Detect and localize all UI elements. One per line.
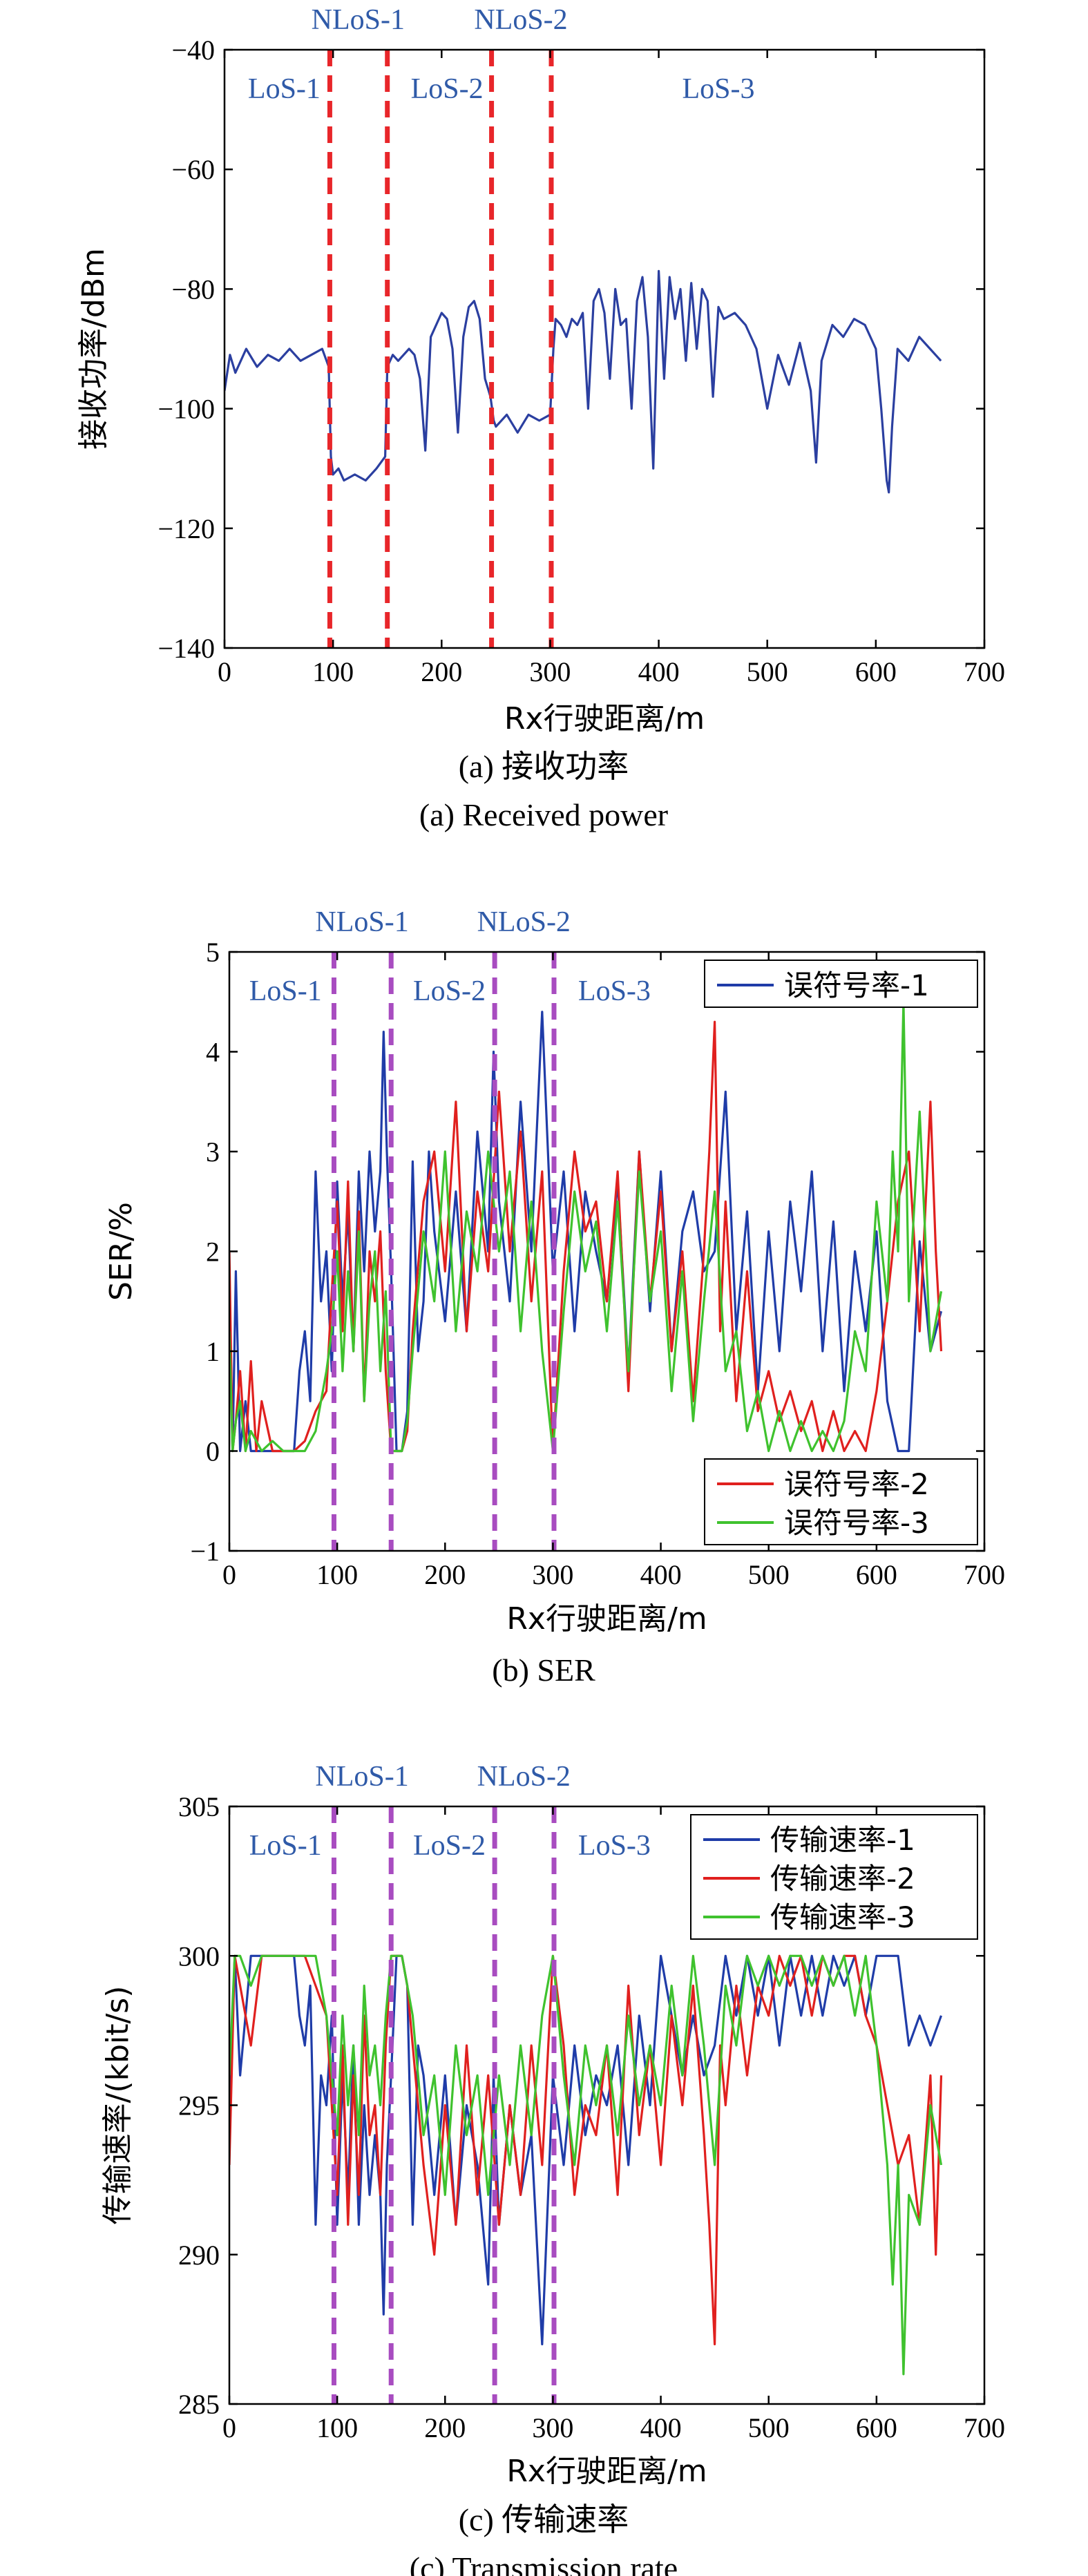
caption-en: (c) Transmission rate	[410, 2550, 678, 2576]
chart-transmission-rate: 0 100 200 300 400 500 600 700 305 300 295 290 285 Rx行…	[100, 1761, 1005, 2576]
x-tick-label: 700	[964, 656, 1005, 687]
y-tick-label: 305	[178, 1791, 220, 1822]
x-tick-label: 200	[424, 1559, 466, 1590]
x-tick-label: 0	[218, 656, 231, 687]
region-label: LoS-3	[683, 73, 755, 105]
region-label-top: NLoS-2	[474, 4, 567, 36]
y-tick-label: 290	[178, 2240, 220, 2271]
y-tick-label: −120	[158, 513, 215, 544]
plot-frame	[223, 48, 986, 649]
region-label-top: NLoS-1	[315, 1761, 408, 1793]
x-tick-label: 700	[964, 2412, 1005, 2443]
region-label-top: NLoS-1	[315, 906, 408, 938]
x-tick-label: 100	[316, 2412, 358, 2443]
region-label-top: NLoS-2	[477, 906, 571, 938]
series-line-1	[229, 1011, 943, 1453]
legend-entry: 传输速率-3	[770, 1900, 915, 1934]
legend-entry: 传输速率-1	[770, 1823, 915, 1857]
y-tick-label: 285	[178, 2389, 220, 2420]
x-tick-label: 500	[748, 2412, 790, 2443]
x-tick-label: 300	[532, 1559, 573, 1590]
legend-box	[704, 1458, 978, 1545]
y-tick-label: −40	[171, 35, 215, 66]
legend-entry: 误符号率-2	[784, 1467, 929, 1501]
region-label: LoS-2	[413, 1830, 486, 1862]
region-label: LoS-2	[413, 975, 486, 1007]
x-tick-label: 100	[312, 656, 354, 687]
x-tick-label: 0	[222, 1559, 236, 1590]
y-tick-label: 2	[206, 1237, 220, 1268]
legend-entry: 误符号率-1	[784, 969, 929, 1002]
x-tick-label: 600	[856, 1559, 897, 1590]
x-tick-label: 500	[747, 656, 788, 687]
x-tick-label: 600	[856, 2412, 897, 2443]
y-tick-label: 5	[206, 937, 220, 968]
series-line-3	[229, 1954, 943, 2376]
caption-cn: (c) 传输速率	[459, 2502, 629, 2537]
x-tick-label: 200	[421, 656, 462, 687]
x-tick-label: 100	[316, 1559, 358, 1590]
y-tick-label: 4	[206, 1037, 220, 1068]
y-tick-label: 0	[206, 1436, 220, 1467]
x-tick-label: 600	[855, 656, 897, 687]
x-axis-label: Rx行驶距离/m	[504, 701, 705, 736]
x-tick-label: 400	[638, 656, 680, 687]
region-label: LoS-1	[249, 975, 322, 1007]
y-tick-label: −1	[190, 1536, 220, 1567]
region-label: LoS-3	[578, 975, 651, 1007]
chart-received-power: 0 100 200 300 400 500 600 700 −40 −60 −80 −100 −120 −…	[76, 4, 1005, 832]
x-tick-label: 0	[222, 2412, 236, 2443]
series-line-1	[225, 269, 942, 494]
y-tick-label: −80	[171, 274, 215, 305]
y-tick-label: −100	[158, 394, 215, 425]
y-tick-label: 300	[178, 1940, 220, 1972]
legend-entry: 误符号率-3	[784, 1506, 929, 1540]
region-label: LoS-1	[248, 73, 321, 105]
y-axis-label: 传输速率/(kbit/s)	[100, 1986, 135, 2225]
legend-entry: 传输速率-2	[770, 1862, 915, 1896]
x-tick-label: 300	[532, 2412, 573, 2443]
y-tick-label: −140	[158, 633, 215, 664]
region-label-top: NLoS-1	[312, 4, 405, 36]
region-label: LoS-3	[578, 1830, 651, 1862]
region-label: LoS-1	[249, 1830, 322, 1862]
x-tick-label: 400	[640, 2412, 682, 2443]
chart-ser: 0 100 200 300 400 500 600 700543210−1Rx行驶距离/mSE…	[104, 906, 1005, 1688]
y-tick-label: 3	[206, 1136, 220, 1167]
x-tick-label: 200	[424, 2412, 466, 2443]
y-tick-label: 1	[206, 1336, 220, 1367]
y-axis-label: SER/%	[104, 1202, 139, 1301]
caption-cn: (a) 接收功率	[459, 749, 629, 784]
x-tick-label: 700	[964, 1559, 1005, 1590]
x-axis-label: Rx行驶距离/m	[506, 2454, 707, 2489]
y-axis-label: 接收功率/dBm	[76, 248, 111, 450]
x-tick-label: 300	[529, 656, 571, 687]
region-label: LoS-2	[411, 73, 484, 105]
y-tick-label: 295	[178, 2090, 220, 2121]
series-line-2	[229, 1020, 943, 1453]
caption-en: (a) Received power	[419, 797, 668, 832]
caption-en: (b) SER	[492, 1652, 595, 1688]
y-tick-label: −60	[171, 154, 215, 185]
region-label-top: NLoS-2	[477, 1761, 571, 1793]
x-tick-label: 500	[748, 1559, 790, 1590]
x-tick-label: 400	[640, 1559, 682, 1590]
x-axis-label: Rx行驶距离/m	[506, 1601, 707, 1637]
